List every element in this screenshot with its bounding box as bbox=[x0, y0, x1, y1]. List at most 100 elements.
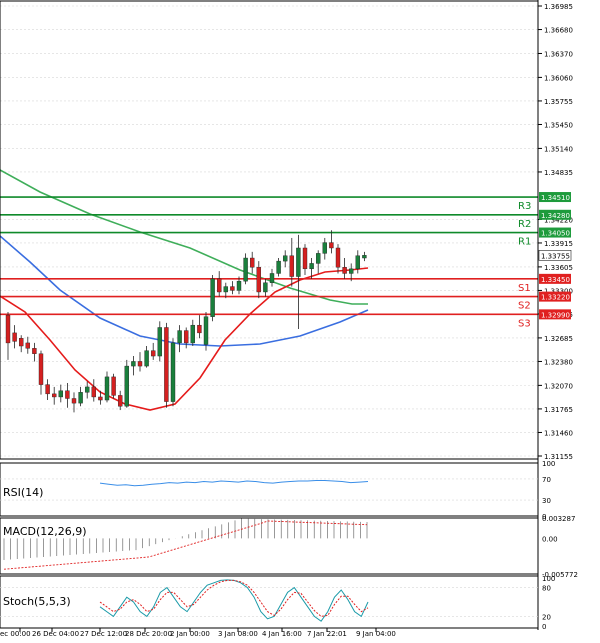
bullish-candle bbox=[223, 286, 229, 293]
bullish-candle bbox=[78, 392, 83, 404]
stoch-label: Stoch(5,5,3) bbox=[3, 595, 71, 608]
bullish-candle bbox=[296, 247, 301, 277]
bullish-candle bbox=[210, 278, 215, 317]
stoch-tick-label: 80 bbox=[542, 585, 551, 593]
bullish-candle bbox=[157, 327, 163, 357]
price-tick-label: 1.34835 bbox=[544, 169, 573, 177]
macd-tick-label: 0.003287 bbox=[542, 515, 575, 523]
rsi-series bbox=[99, 479, 369, 487]
time-tick-label: 26 Dec 04:00 bbox=[32, 630, 79, 638]
bearish-candle bbox=[256, 267, 261, 293]
bullish-candle bbox=[322, 242, 327, 254]
bullish-candle bbox=[203, 316, 209, 345]
bullish-candle bbox=[355, 255, 360, 270]
price-tick-label: 1.34220 bbox=[544, 216, 573, 224]
level-name-s2: S2 bbox=[518, 301, 531, 312]
level-tag-bg bbox=[539, 309, 571, 320]
price-tick-label: 1.35755 bbox=[544, 98, 573, 106]
bearish-candle bbox=[12, 332, 17, 342]
bearish-candle bbox=[289, 255, 294, 277]
bearish-candle bbox=[302, 247, 308, 270]
bearish-candle bbox=[25, 342, 30, 349]
time-tick-label: 2 Jan 00:00 bbox=[170, 630, 210, 638]
level-tag-s2: 1.33220 bbox=[541, 294, 570, 302]
bearish-candle bbox=[335, 247, 341, 268]
level-tag-s1: 1.33450 bbox=[541, 276, 570, 284]
level-tag-bg bbox=[539, 227, 571, 238]
bullish-candle bbox=[58, 390, 63, 398]
price-pane[interactable] bbox=[0, 169, 538, 413]
level-name-s3: S3 bbox=[518, 318, 531, 329]
macd-tick-label: -0.005772 bbox=[542, 571, 578, 579]
bullish-candle bbox=[177, 330, 182, 344]
price-tick-label: 1.35140 bbox=[544, 145, 573, 153]
bearish-candle bbox=[19, 338, 24, 347]
bullish-candle bbox=[144, 350, 149, 367]
bullish-candle bbox=[190, 324, 196, 344]
bearish-candle bbox=[91, 386, 97, 398]
bearish-candle bbox=[52, 393, 57, 398]
bullish-candle bbox=[170, 342, 176, 402]
bearish-candle bbox=[45, 384, 50, 395]
time-tick-label: 28 Dec 20:00 bbox=[125, 630, 172, 638]
level-name-r1: R1 bbox=[518, 237, 531, 248]
price-tick-label: 1.32685 bbox=[544, 335, 573, 343]
bullish-candle bbox=[124, 365, 130, 407]
rsi-line bbox=[0, 478, 538, 501]
stoch-tick-label: 0 bbox=[542, 623, 546, 631]
level-tag-r2: 1.34280 bbox=[541, 212, 570, 220]
level-name-s1: S1 bbox=[518, 283, 531, 294]
bullish-candle bbox=[236, 280, 242, 291]
bearish-candle bbox=[117, 395, 123, 407]
time-tick-label: 9 Jan 04:00 bbox=[356, 630, 396, 638]
support-resistance-lines bbox=[0, 196, 538, 316]
rsi-pane[interactable] bbox=[0, 462, 539, 517]
rsi-tick-label: 70 bbox=[542, 476, 551, 484]
stoch-axis: 100 80 20 0 bbox=[542, 575, 555, 631]
bullish-candle bbox=[269, 273, 275, 283]
price-tick-label: 1.36370 bbox=[544, 50, 573, 58]
level-price-tags: 1.34510 1.34280 1.34050 1.33450 1.33220 1.329… bbox=[538, 192, 572, 320]
price-tick-label: 1.31765 bbox=[544, 406, 573, 414]
stoch-tick-label: 20 bbox=[542, 613, 551, 621]
bullish-candle bbox=[276, 260, 281, 274]
level-tag-r3: 1.34510 bbox=[541, 194, 570, 202]
candlesticks bbox=[5, 230, 367, 413]
bearish-candle bbox=[230, 286, 235, 291]
bearish-candle bbox=[216, 278, 222, 293]
macd-histogram bbox=[3, 518, 368, 570]
macd-pane[interactable] bbox=[0, 517, 539, 575]
bullish-candle bbox=[243, 257, 248, 282]
macd-signal-line bbox=[3, 520, 368, 570]
rsi-label: RSI(14) bbox=[3, 486, 43, 499]
macd-tick-label: 0.00 bbox=[542, 535, 558, 543]
stoch-signal-line bbox=[99, 579, 369, 617]
level-name-r3: R3 bbox=[518, 201, 531, 212]
bullish-candle bbox=[309, 263, 314, 270]
rsi-tick-label: 30 bbox=[542, 497, 551, 505]
bearish-candle bbox=[249, 257, 255, 268]
price-tick-label: 1.33915 bbox=[544, 240, 573, 248]
macd-axis: 0.003287 0.00 -0.005772 bbox=[542, 515, 578, 579]
level-name-r2: R2 bbox=[518, 219, 531, 230]
level-tag-bg bbox=[539, 291, 571, 302]
level-tag-r1: 1.34050 bbox=[541, 230, 570, 238]
price-tick-label: 1.31460 bbox=[544, 429, 573, 437]
moving-average-green bbox=[0, 169, 368, 305]
current-price-tag: 1.33755 bbox=[541, 252, 570, 260]
bullish-candle bbox=[283, 255, 288, 262]
bearish-candle bbox=[197, 324, 202, 334]
bearish-candle bbox=[150, 350, 156, 357]
bullish-candle bbox=[316, 253, 321, 264]
stoch-pane[interactable] bbox=[0, 575, 539, 629]
rsi-tick-label: 0 bbox=[542, 513, 546, 521]
level-labels: R3 R2 R1 S1 S2 S3 bbox=[518, 201, 531, 329]
bullish-candle bbox=[131, 361, 136, 367]
macd-label: MACD(12,26,9) bbox=[3, 525, 87, 538]
price-tick-label: 1.32380 bbox=[544, 358, 573, 366]
price-tick-label: 1.33300 bbox=[544, 287, 573, 295]
level-tag-s3: 1.32990 bbox=[541, 311, 570, 319]
bearish-candle bbox=[111, 376, 116, 396]
price-tick-label: 1.35450 bbox=[544, 121, 573, 129]
